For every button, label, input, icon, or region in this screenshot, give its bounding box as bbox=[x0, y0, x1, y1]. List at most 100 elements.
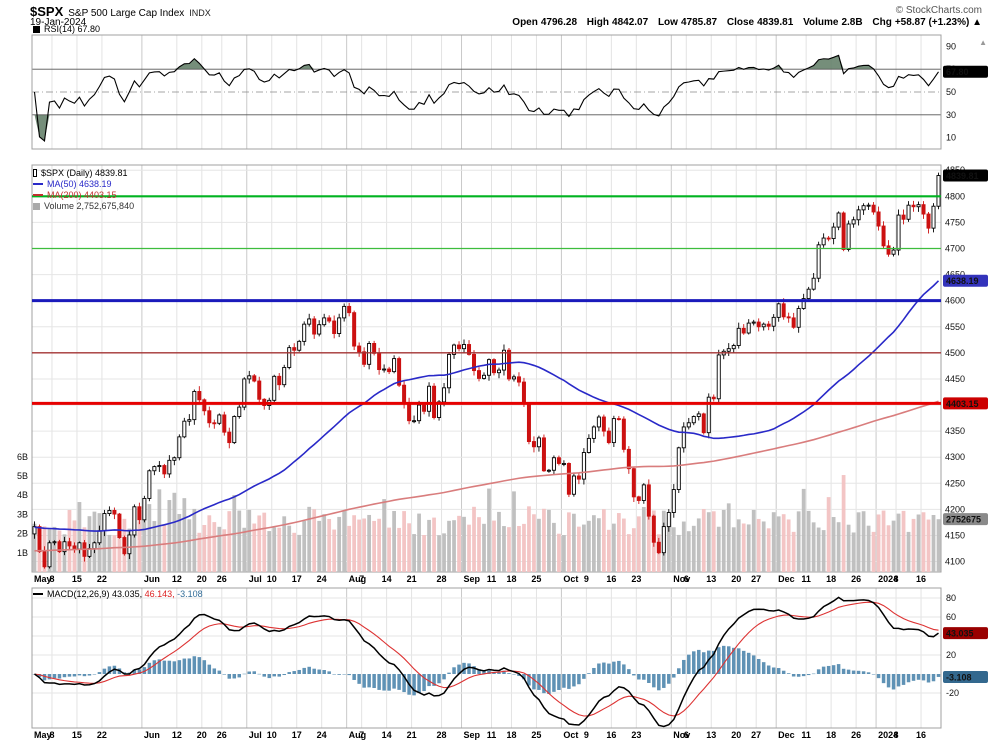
macd-value: 43.035, bbox=[112, 589, 143, 599]
macd-signal-value: 46.143, bbox=[144, 589, 175, 599]
axis-badge: 43.035 bbox=[943, 627, 988, 640]
x-tick-label: Nov bbox=[673, 574, 691, 584]
x-tick-label: 25 bbox=[531, 574, 542, 584]
candles bbox=[32, 172, 941, 569]
x-tick-label: 16 bbox=[916, 574, 927, 584]
price-tick-label: 4300 bbox=[945, 452, 965, 462]
volume-tick-label: 5B bbox=[17, 471, 28, 481]
axis-badge: 4403.15 bbox=[943, 397, 988, 410]
price-tick-label: 4350 bbox=[945, 426, 965, 436]
x-tick-label: 17 bbox=[291, 730, 302, 740]
x-tick-label: Jul bbox=[248, 574, 262, 584]
x-tick-label: Dec bbox=[778, 730, 795, 740]
x-tick-label: 24 bbox=[316, 730, 327, 740]
x-axis-labels-main: May 8 15 22 Jun 12 20 26 Jul 10 17 24 Aug 7 14 21 28 Sep 1… bbox=[0, 574, 990, 586]
x-tick-label: 18 bbox=[506, 730, 517, 740]
volume-label: Volume bbox=[803, 17, 839, 28]
volume-tick-label: 3B bbox=[17, 509, 28, 519]
scroll-up-icon[interactable]: ▲ bbox=[979, 38, 987, 47]
volume-tick-label: 4B bbox=[17, 490, 28, 500]
price-tick-label: 4150 bbox=[945, 530, 965, 540]
x-tick-label: Jun bbox=[143, 574, 160, 584]
x-tick-label: 12 bbox=[171, 574, 182, 584]
close-label: Close bbox=[726, 17, 755, 28]
x-tick-label: 13 bbox=[706, 730, 717, 740]
x-tick-label: 25 bbox=[531, 730, 542, 740]
macd-tick-label: 80 bbox=[946, 593, 956, 603]
x-tick-label: 26 bbox=[216, 574, 227, 584]
x-tick-label: 8 bbox=[49, 574, 55, 584]
x-tick-label: 18 bbox=[506, 574, 517, 584]
svg-text:4839.81: 4839.81 bbox=[946, 171, 979, 181]
x-tick-label: 20 bbox=[731, 730, 742, 740]
x-tick-label: 23 bbox=[631, 730, 642, 740]
low-label: Low bbox=[657, 17, 678, 28]
x-tick-label: 18 bbox=[826, 730, 837, 740]
x-tick-label: Sep bbox=[463, 574, 481, 584]
x-tick-label: Sep bbox=[463, 730, 481, 740]
rsi-line bbox=[33, 54, 939, 143]
macd-tick-label: 20 bbox=[946, 650, 956, 660]
rsi-legend: RSI(14) 67.80 bbox=[33, 24, 100, 35]
x-tick-label: Jul bbox=[248, 730, 262, 740]
high-label: High bbox=[586, 17, 610, 28]
x-tick-label: 26 bbox=[851, 574, 862, 584]
volume-tick-label: 6B bbox=[17, 452, 28, 462]
x-tick-label: Dec bbox=[778, 574, 795, 584]
chart-header: $SPX S&P 500 Large Cap Index INDX © StockC… bbox=[30, 3, 982, 19]
x-tick-label: Nov bbox=[673, 730, 691, 740]
x-tick-label: 26 bbox=[216, 730, 227, 740]
x-tick-label: 7 bbox=[359, 574, 365, 584]
x-tick-label: 20 bbox=[196, 574, 207, 584]
macd-tick-label: 60 bbox=[946, 612, 956, 622]
main-legend: $SPX (Daily) 4839.81 MA(50) 4638.19 MA(2… bbox=[33, 168, 134, 212]
x-tick-label: 14 bbox=[381, 574, 392, 584]
x-tick-label: 22 bbox=[96, 730, 107, 740]
x-tick-label: 21 bbox=[406, 574, 417, 584]
price-tick-label: 4450 bbox=[945, 374, 965, 384]
rsi-marker-icon bbox=[33, 25, 40, 33]
x-tick-label: 12 bbox=[171, 730, 182, 740]
x-tick-label: 8 bbox=[893, 730, 899, 740]
price-tick-label: 4200 bbox=[945, 504, 965, 514]
x-tick-label: Oct bbox=[563, 574, 579, 584]
price-tick-label: 4600 bbox=[945, 296, 965, 306]
x-tick-label: 8 bbox=[49, 730, 55, 740]
price-tick-label: 4750 bbox=[945, 217, 965, 227]
macd-legend-name: MACD(12,26,9) bbox=[47, 589, 110, 599]
symbol-name: S&P 500 Large Cap Index bbox=[68, 8, 185, 19]
macd-signal-line bbox=[34, 601, 939, 717]
ma50-legend-label: MA(50) 4638.19 bbox=[47, 179, 112, 189]
high-value: 4842.07 bbox=[612, 17, 649, 28]
x-tick-label: 28 bbox=[436, 730, 447, 740]
svg-text:67.80: 67.80 bbox=[946, 67, 969, 77]
chg-value: +58.87 (+1.23%) bbox=[894, 17, 970, 28]
x-tick-label: 11 bbox=[486, 730, 497, 740]
x-axis-labels-macd: May 8 15 22 Jun 12 20 26 Jul 10 17 24 Aug 7 14 21 28 Sep 1… bbox=[0, 730, 990, 742]
macd-tick-label: -20 bbox=[946, 688, 959, 698]
x-tick-label: 6 bbox=[683, 730, 689, 740]
x-tick-label: 24 bbox=[316, 574, 327, 584]
x-tick-label: 26 bbox=[851, 730, 862, 740]
x-tick-label: 13 bbox=[706, 574, 717, 584]
x-tick-label: Jun bbox=[143, 730, 160, 740]
x-tick-label: 10 bbox=[266, 730, 277, 740]
price-tick-label: 4650 bbox=[945, 270, 965, 280]
svg-text:4638.19: 4638.19 bbox=[946, 276, 979, 286]
rsi-tick-label: 30 bbox=[946, 110, 956, 120]
symbol: $SPX bbox=[30, 4, 64, 19]
axis-badge: 4839.81 bbox=[943, 169, 988, 182]
macd-line bbox=[34, 596, 939, 728]
x-tick-label: Oct bbox=[563, 730, 579, 740]
low-value: 4785.87 bbox=[680, 17, 718, 28]
rsi-panel: 907050301067.80 bbox=[31, 34, 988, 150]
axis-badge: 67.80 bbox=[943, 65, 988, 78]
candlestick-marker-icon bbox=[33, 169, 37, 177]
macd-marker-icon bbox=[33, 593, 43, 595]
x-tick-label: 28 bbox=[436, 574, 447, 584]
rsi-tick-label: 50 bbox=[946, 87, 956, 97]
x-tick-label: 22 bbox=[96, 574, 107, 584]
volume-tick-label: 1B bbox=[17, 548, 28, 558]
x-tick-label: Aug bbox=[348, 730, 367, 740]
price-tick-label: 4500 bbox=[945, 348, 965, 358]
